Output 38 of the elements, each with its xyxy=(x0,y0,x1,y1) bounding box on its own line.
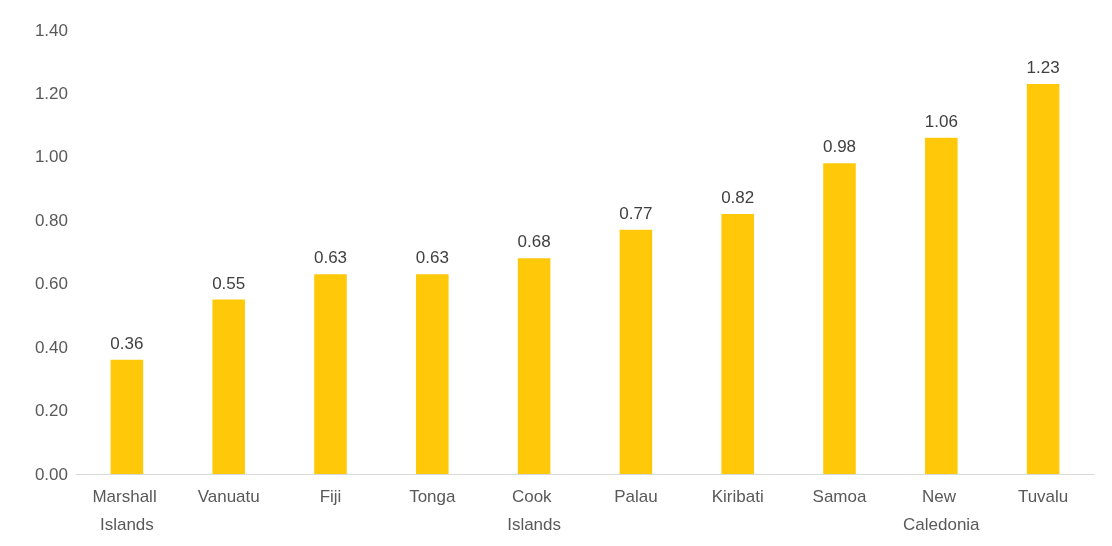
x-tick-label: Vanuatu xyxy=(197,486,260,506)
bar xyxy=(517,258,551,474)
y-tick-label: 0.40 xyxy=(34,337,68,357)
data-label: 0.63 xyxy=(313,248,348,268)
data-label: 0.63 xyxy=(415,248,449,268)
y-tick-label: 0.80 xyxy=(34,210,68,230)
y-tick-label: 0.60 xyxy=(34,274,68,294)
x-tick-label: Tuvalu xyxy=(1017,486,1069,506)
bar xyxy=(619,229,653,474)
bar xyxy=(823,163,856,474)
x-tick-label: Kiribati xyxy=(711,486,764,506)
data-label: 0.98 xyxy=(822,137,857,157)
data-label: 1.06 xyxy=(924,111,958,131)
bar xyxy=(721,213,754,474)
bar xyxy=(925,137,958,474)
data-label: 0.77 xyxy=(619,203,653,223)
x-tick-label: Tonga xyxy=(409,486,456,506)
bar xyxy=(416,274,449,474)
x-tick-label: Palau xyxy=(614,486,658,506)
y-tick-label: 0.20 xyxy=(34,401,68,421)
x-tick-label: Marshall Islands xyxy=(92,486,162,534)
y-tick-label: 1.40 xyxy=(34,20,68,40)
x-tick-label: Cook Islands xyxy=(507,486,562,534)
x-tick-label: Samoa xyxy=(812,486,867,506)
y-tick-label: 1.20 xyxy=(34,83,68,103)
bar xyxy=(110,359,144,474)
data-label: 1.23 xyxy=(1026,57,1060,77)
bar xyxy=(1026,83,1060,474)
data-label: 0.82 xyxy=(721,187,755,207)
bar xyxy=(314,274,347,474)
x-tick-label: Fiji xyxy=(319,486,342,506)
bar xyxy=(212,299,245,474)
data-label: 0.68 xyxy=(517,232,551,252)
y-tick-label: 0.00 xyxy=(34,464,68,484)
data-label: 0.55 xyxy=(212,273,246,293)
data-label: 0.36 xyxy=(110,333,144,353)
y-tick-label: 1.00 xyxy=(34,147,68,167)
x-tick-label: New Caledonia xyxy=(903,486,981,534)
